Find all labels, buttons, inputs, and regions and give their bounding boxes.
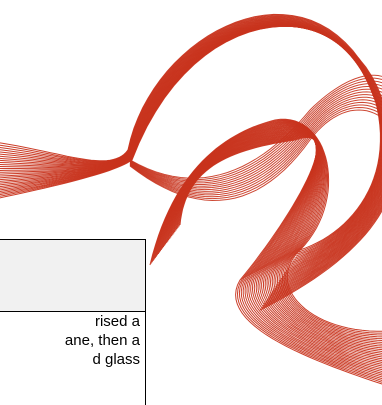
- wave-line: [129, 96, 382, 192]
- wave-line: [129, 80, 382, 182]
- wave-line: [0, 18, 382, 263]
- wave-line: [0, 16, 382, 257]
- wave-line: [0, 19, 382, 268]
- card-header: [0, 240, 145, 312]
- card-text-line: rised a: [94, 313, 140, 330]
- wave-line: [129, 94, 382, 191]
- card-text-line: d glass: [92, 351, 140, 368]
- wave-line: [129, 86, 382, 185]
- wave-line: [129, 88, 382, 187]
- wave-line: [129, 74, 382, 179]
- wave-line: [129, 101, 382, 196]
- wave-line: [0, 22, 382, 278]
- card-text-line: ane, then a: [64, 332, 140, 349]
- wave-line: [129, 106, 382, 200]
- card-text: rised a ane, then a d glass: [0, 312, 146, 369]
- wave-line: [0, 20, 382, 270]
- wave-line: [129, 77, 382, 181]
- wave-line: [0, 15, 382, 255]
- wave-line: [179, 136, 382, 385]
- wave-line: [0, 14, 382, 253]
- wave-line: [129, 91, 382, 189]
- wave-lines: [0, 13, 382, 385]
- wave-line: [0, 20, 382, 272]
- wave-line: [0, 17, 382, 261]
- wave-line: [0, 21, 382, 276]
- wave-line: [0, 19, 382, 265]
- wave-line: [129, 83, 382, 184]
- card-panel: [0, 239, 146, 405]
- wave-line: [0, 21, 382, 274]
- wave-line: [129, 109, 382, 202]
- wave-line: [0, 17, 382, 259]
- wave-line: [129, 104, 382, 198]
- wave-line: [0, 25, 382, 311]
- wave-line: [129, 99, 382, 194]
